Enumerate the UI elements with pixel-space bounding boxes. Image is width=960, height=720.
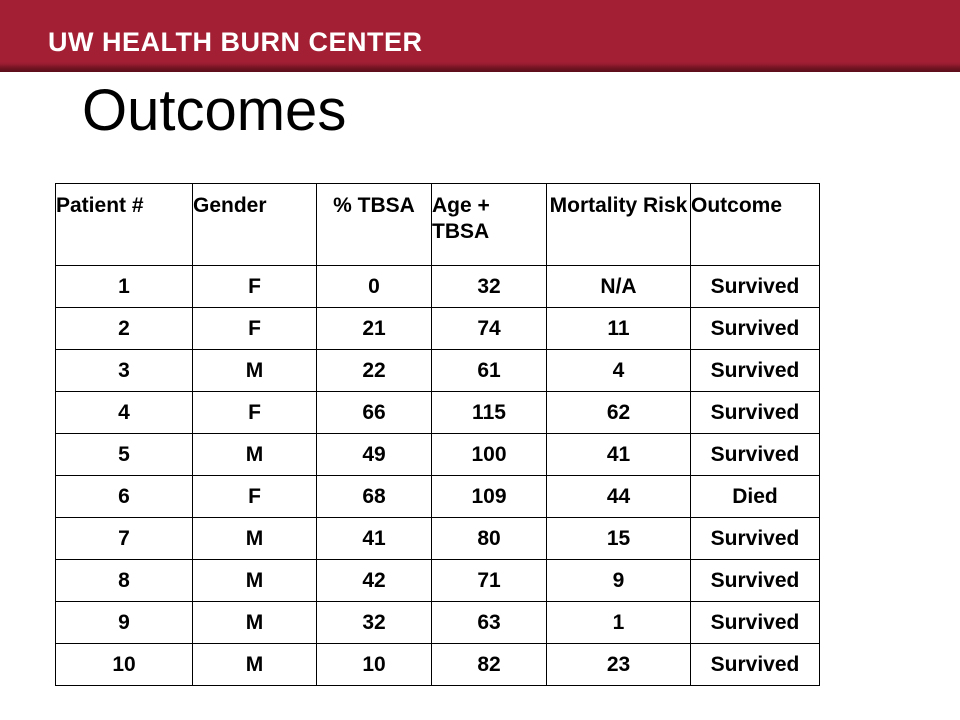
table-row: 5 M 49 100 41 Survived [55,433,820,476]
gender-cell: M [192,433,317,476]
mortality-risk-cell: 44 [546,475,691,518]
table-row: 8 M 42 71 9 Survived [55,559,820,602]
tbsa-cell: 22 [316,349,432,392]
patient-cell: 3 [55,349,193,392]
outcomes-table: Patient # Gender % TBSA Age + TBSA Morta… [55,183,820,686]
outcomes-table-container: Patient # Gender % TBSA Age + TBSA Morta… [55,183,820,686]
patient-cell: 1 [55,265,193,308]
mortality-risk-cell: 9 [546,559,691,602]
patient-cell: 9 [55,601,193,644]
patient-cell: 2 [55,307,193,350]
gender-cell: F [192,391,317,434]
tbsa-cell: 32 [316,601,432,644]
mortality-risk-cell: 1 [546,601,691,644]
header-band: UW HEALTH BURN CENTER [0,0,960,72]
tbsa-cell: 66 [316,391,432,434]
tbsa-cell: 0 [316,265,432,308]
tbsa-cell: 68 [316,475,432,518]
outcome-cell: Survived [690,349,820,392]
table-row: 3 M 22 61 4 Survived [55,349,820,392]
patient-cell: 5 [55,433,193,476]
outcome-cell: Survived [690,643,820,686]
tbsa-cell: 10 [316,643,432,686]
patient-cell: 8 [55,559,193,602]
mortality-risk-cell: 15 [546,517,691,560]
tbsa-cell: 21 [316,307,432,350]
tbsa-cell: 49 [316,433,432,476]
mortality-risk-cell: 11 [546,307,691,350]
outcome-cell: Survived [690,265,820,308]
patient-cell: 10 [55,643,193,686]
table-row: 6 F 68 109 44 Died [55,475,820,518]
outcome-cell: Survived [690,559,820,602]
tbsa-cell: 42 [316,559,432,602]
gender-cell: F [192,307,317,350]
age-tbsa-cell: 80 [431,517,547,560]
table-row: 2 F 21 74 11 Survived [55,307,820,350]
column-header-tbsa: % TBSA [316,183,432,266]
gender-cell: F [192,475,317,518]
outcome-cell: Survived [690,601,820,644]
outcome-cell: Survived [690,433,820,476]
gender-cell: M [192,601,317,644]
outcome-cell: Survived [690,391,820,434]
column-header-age-tbsa: Age + TBSA [431,183,547,266]
mortality-risk-cell: 62 [546,391,691,434]
table-row: 9 M 32 63 1 Survived [55,601,820,644]
age-tbsa-cell: 115 [431,391,547,434]
column-header-outcome: Outcome [690,183,820,266]
table-row: 10 M 10 82 23 Survived [55,643,820,686]
header-shadow [0,62,960,72]
table-row: 4 F 66 115 62 Survived [55,391,820,434]
gender-cell: M [192,517,317,560]
column-header-gender: Gender [192,183,317,266]
outcome-cell: Survived [690,517,820,560]
gender-cell: M [192,643,317,686]
gender-cell: M [192,349,317,392]
table-row: 1 F 0 32 N/A Survived [55,265,820,308]
table-body: 1 F 0 32 N/A Survived 2 F 21 74 11 Survived 3 M 22 61 4 S… [55,265,820,686]
mortality-risk-cell: 4 [546,349,691,392]
patient-cell: 7 [55,517,193,560]
age-tbsa-cell: 63 [431,601,547,644]
mortality-risk-cell: 41 [546,433,691,476]
column-header-mortality-risk: Mortality Risk [546,183,691,266]
patient-cell: 6 [55,475,193,518]
table-header: Patient # Gender % TBSA Age + TBSA Morta… [55,183,820,266]
patient-cell: 4 [55,391,193,434]
brand-title: UW HEALTH BURN CENTER [48,27,423,57]
gender-cell: F [192,265,317,308]
page-title: Outcomes [82,78,347,143]
mortality-risk-cell: N/A [546,265,691,308]
age-tbsa-cell: 74 [431,307,547,350]
age-tbsa-cell: 71 [431,559,547,602]
column-header-patient: Patient # [55,183,193,266]
age-tbsa-cell: 100 [431,433,547,476]
gender-cell: M [192,559,317,602]
age-tbsa-cell: 109 [431,475,547,518]
header-row: Patient # Gender % TBSA Age + TBSA Morta… [55,183,820,266]
table-row: 7 M 41 80 15 Survived [55,517,820,560]
outcome-cell: Died [690,475,820,518]
outcome-cell: Survived [690,307,820,350]
mortality-risk-cell: 23 [546,643,691,686]
age-tbsa-cell: 32 [431,265,547,308]
age-tbsa-cell: 61 [431,349,547,392]
tbsa-cell: 41 [316,517,432,560]
age-tbsa-cell: 82 [431,643,547,686]
